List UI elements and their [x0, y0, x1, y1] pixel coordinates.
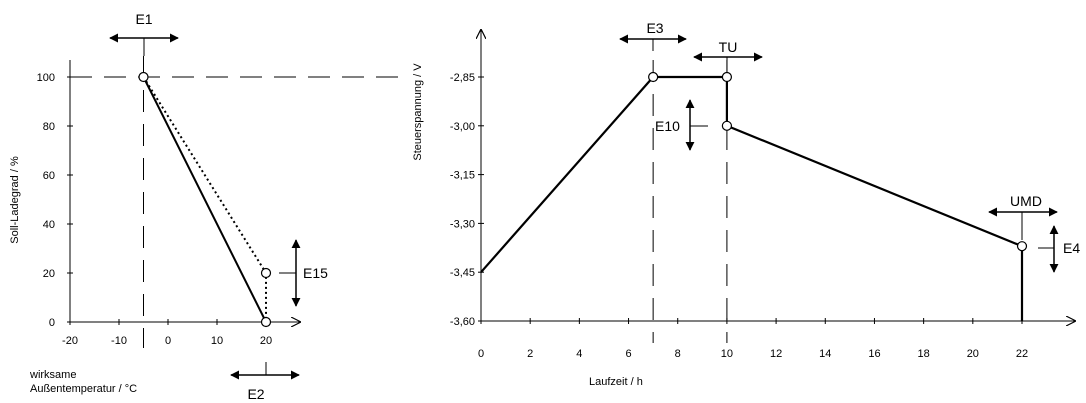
y-tick-label: -3,15: [450, 170, 475, 182]
annotation-e10: E10: [655, 118, 680, 134]
chart-soll-ladegrad: -20 -10 0 10 20 0 20 40 60 80 100 Soll-Ladegrad / …: [9, 11, 410, 402]
y-axis-label: Soll-Ladegrad / %: [9, 156, 21, 244]
x-axis-label: Laufzeit / h: [589, 376, 643, 388]
y-tick-label: -2,85: [450, 72, 475, 84]
y-tick-label: 60: [43, 170, 55, 182]
x-tick-label: 14: [819, 348, 831, 360]
chart-steuerspannung: 0 2 4 6 8 10 12 14 16 18 20 22 -3,60 -3,45 -3,30 -3,15 -…: [412, 20, 1080, 388]
annotation-e4: E4: [1063, 240, 1080, 256]
y-tick-label: -3,45: [450, 267, 475, 279]
data-point-marker: [260, 267, 272, 279]
x-tick-label: 16: [868, 348, 880, 360]
data-point-marker: [260, 316, 272, 328]
annotation-e1: E1: [135, 11, 152, 27]
y-axis-label: Steuerspannung / V: [412, 63, 424, 161]
x-tick-label: -20: [62, 335, 78, 347]
annotation-e2: E2: [247, 386, 264, 402]
annotation-e3: E3: [646, 20, 663, 36]
y-tick-label: -3,30: [450, 218, 475, 230]
data-point-marker: [721, 71, 733, 83]
series-line-solid: [142, 76, 267, 323]
x-tick-label: 20: [260, 335, 272, 347]
x-tick-label: 22: [1016, 348, 1028, 360]
x-tick-label: 10: [721, 348, 733, 360]
x-tick-label: 4: [576, 348, 582, 360]
x-tick-label: 0: [165, 335, 171, 347]
y-tick-label: 40: [43, 219, 55, 231]
x-axis-label-line2: Außentemperatur / °C: [30, 383, 137, 395]
x-tick-label: 0: [478, 348, 484, 360]
annotation-e15: E15: [303, 265, 328, 281]
y-tick-label: 100: [37, 72, 55, 84]
series-line: [480, 75, 1024, 321]
x-tick-label: 8: [675, 348, 681, 360]
x-tick-label: 10: [211, 335, 223, 347]
y-tick-label: -3,60: [450, 316, 475, 328]
annotation-umd: UMD: [1010, 193, 1042, 209]
data-point-marker: [721, 120, 733, 131]
x-tick-label: 18: [918, 348, 930, 360]
annotation-tu: TU: [719, 39, 738, 55]
data-point-marker: [138, 71, 149, 83]
y-tick-label: 0: [49, 317, 55, 329]
data-point-marker: [648, 71, 659, 83]
x-axis-label-line1: wirksame: [29, 369, 76, 381]
x-tick-label: 6: [625, 348, 631, 360]
x-tick-label: 2: [527, 348, 533, 360]
x-tick-label: 20: [967, 348, 979, 360]
y-tick-label: 80: [43, 121, 55, 133]
y-tick-label: -3,00: [450, 121, 475, 133]
y-tick-label: 20: [43, 268, 55, 280]
data-point-marker: [1016, 241, 1028, 252]
x-tick-label: 12: [770, 348, 782, 360]
x-tick-label: -10: [111, 335, 127, 347]
